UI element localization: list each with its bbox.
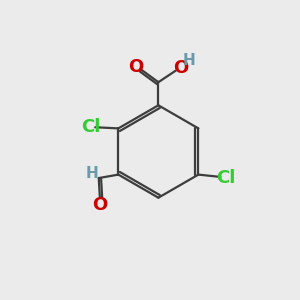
Text: O: O <box>92 196 107 214</box>
Text: H: H <box>85 167 98 182</box>
Text: H: H <box>183 53 196 68</box>
Text: Cl: Cl <box>81 118 101 136</box>
Text: Cl: Cl <box>216 169 235 187</box>
Text: O: O <box>173 59 188 77</box>
Text: O: O <box>128 58 143 76</box>
